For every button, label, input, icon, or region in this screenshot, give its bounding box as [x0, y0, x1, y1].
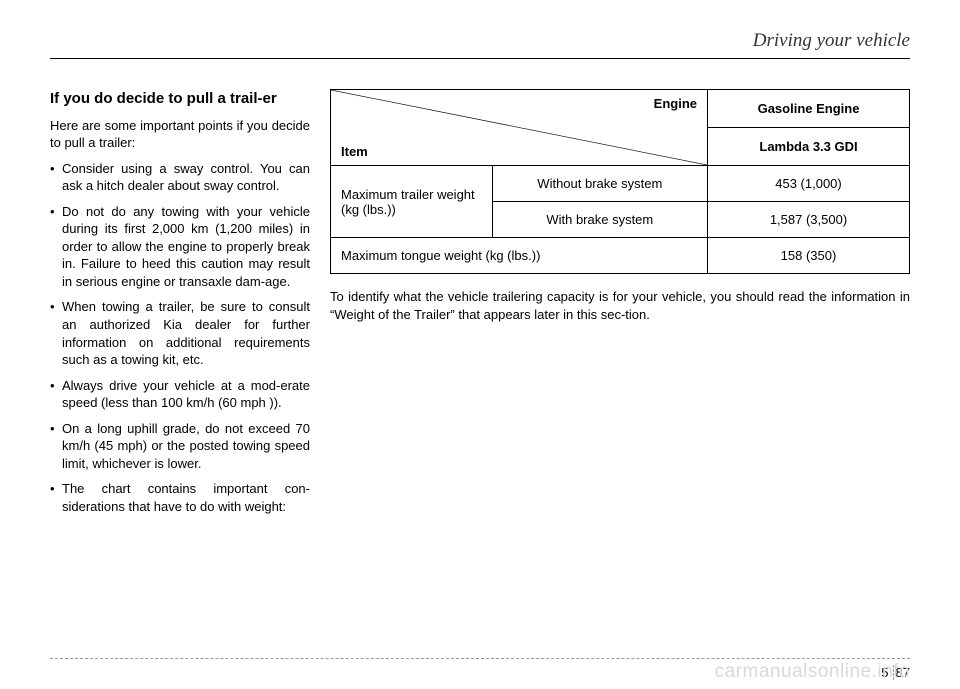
cell-value: 453 (1,000) — [708, 166, 910, 202]
page-footer: 587 — [50, 658, 910, 659]
col-header: Gasoline Engine — [708, 90, 910, 128]
intro-text: Here are some important points if you de… — [50, 117, 310, 152]
diag-label-top: Engine — [654, 96, 697, 111]
below-table-text: To identify what the vehicle trailering … — [330, 288, 910, 323]
table-row: Maximum tongue weight (kg (lbs.)) 158 (3… — [331, 238, 910, 274]
diag-label-bottom: Item — [341, 144, 368, 159]
list-item: The chart contains important con-siderat… — [50, 480, 310, 515]
table-row: Maximum trailer weight (kg (lbs.)) Witho… — [331, 166, 910, 202]
diagonal-line-icon — [331, 90, 707, 165]
left-column: If you do decide to pull a trail-er Here… — [50, 89, 310, 523]
row-label: Maximum trailer weight (kg (lbs.)) — [331, 166, 493, 238]
diagonal-header-cell: Engine Item — [331, 90, 708, 166]
table-row: Engine Item Gasoline Engine — [331, 90, 910, 128]
col-subheader: Lambda 3.3 GDI — [708, 128, 910, 166]
row-sublabel: Without brake system — [492, 166, 707, 202]
page-header: Driving your vehicle — [50, 30, 910, 59]
spec-table: Engine Item Gasoline Engine Lambda 3.3 G… — [330, 89, 910, 274]
section-title: Driving your vehicle — [753, 30, 910, 51]
cell-value: 158 (350) — [708, 238, 910, 274]
list-item: On a long uphill grade, do not exceed 70… — [50, 420, 310, 473]
row-sublabel: With brake system — [492, 202, 707, 238]
list-item: Consider using a sway control. You can a… — [50, 160, 310, 195]
row-label: Maximum tongue weight (kg (lbs.)) — [331, 238, 708, 274]
list-item: Always drive your vehicle at a mod-erate… — [50, 377, 310, 412]
bullet-list: Consider using a sway control. You can a… — [50, 160, 310, 516]
content-area: If you do decide to pull a trail-er Here… — [50, 89, 910, 523]
cell-value: 1,587 (3,500) — [708, 202, 910, 238]
list-item: Do not do any towing with your vehicle d… — [50, 203, 310, 291]
list-item: When towing a trailer, be sure to consul… — [50, 298, 310, 368]
watermark-text: carmanualsonline.info — [715, 661, 910, 683]
section-heading: If you do decide to pull a trail-er — [50, 89, 310, 109]
right-column: Engine Item Gasoline Engine Lambda 3.3 G… — [330, 89, 910, 523]
